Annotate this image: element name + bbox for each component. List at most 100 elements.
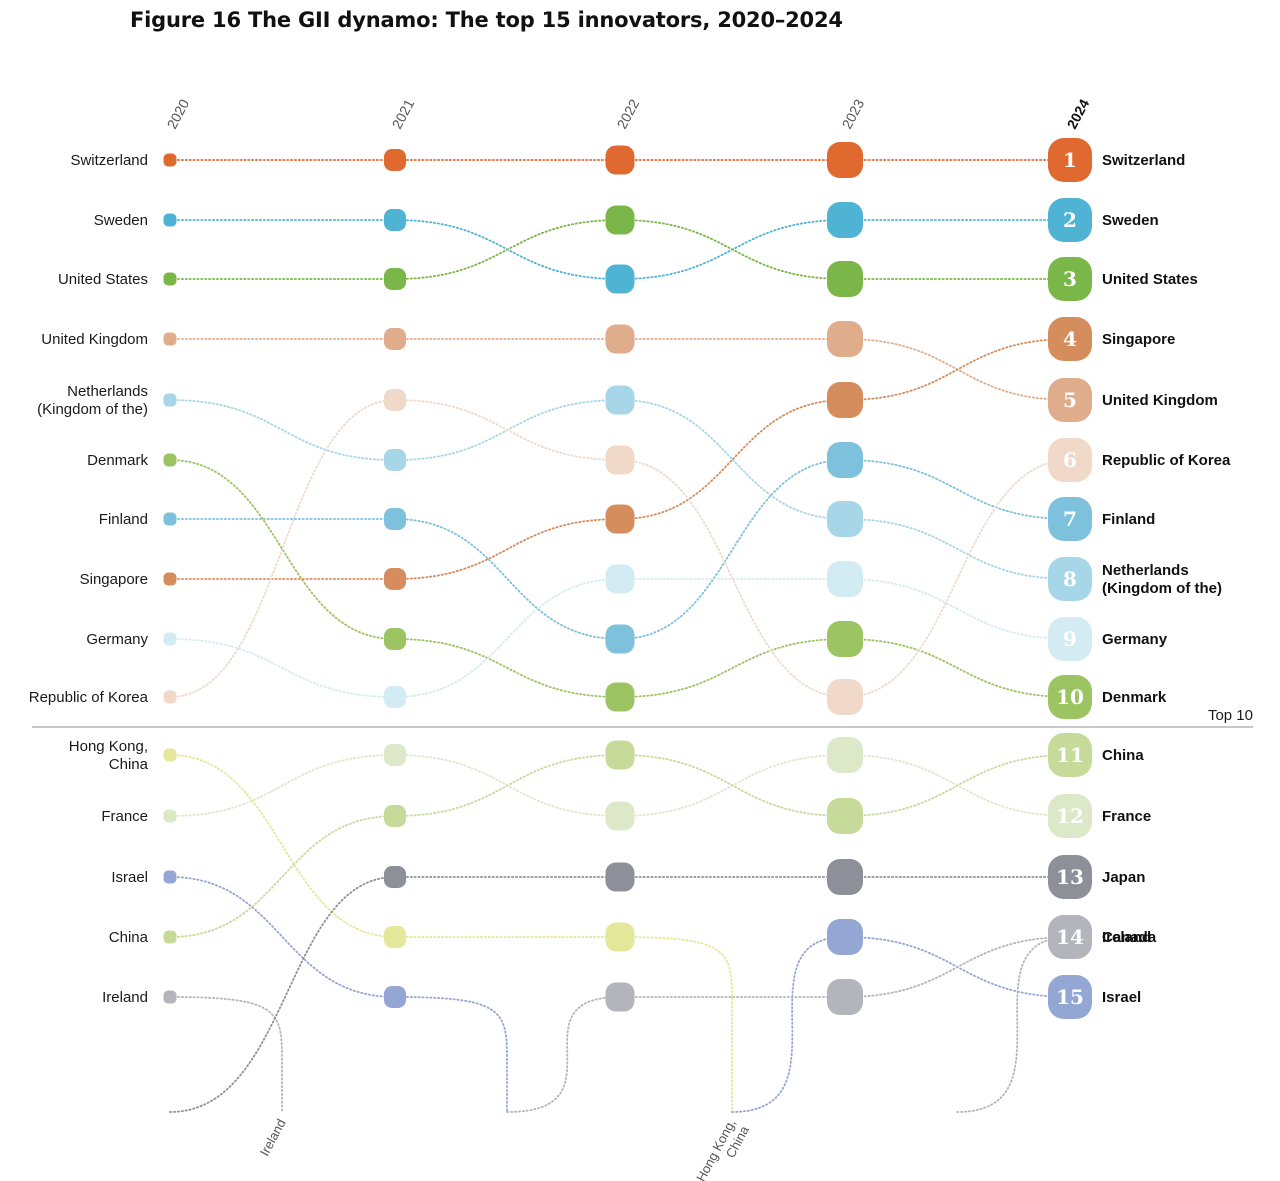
connector-ireland-exit	[169, 996, 283, 1113]
exit-label-hong-kong-china: Hong Kong,China	[693, 1116, 752, 1181]
marker-germany-2023	[827, 561, 863, 597]
connector-finland-2021	[394, 518, 621, 640]
rank-number-13: 13	[1056, 865, 1084, 889]
marker-united-states-2024	[1048, 257, 1092, 301]
marker-netherlands-kingdom-of-the-2021	[384, 449, 406, 471]
connector-china-2022	[619, 754, 846, 817]
connector-denmark-2023	[844, 638, 1071, 698]
connector-netherlands-kingdom-of-the-2023	[844, 518, 1071, 580]
label-2024-china: China	[1102, 747, 1144, 764]
marker-united-states-2023	[827, 261, 863, 297]
connector-republic-of-korea-2020	[169, 399, 396, 698]
label-2020-singapore: Singapore	[80, 571, 148, 588]
rank-number-2: 2	[1063, 208, 1077, 232]
rank-number-11: 11	[1056, 743, 1084, 767]
label-2020-ireland: Ireland	[102, 989, 148, 1006]
year-label-2024: 2024	[1064, 96, 1093, 131]
marker-denmark-2024	[1048, 675, 1092, 719]
marker-japan-2023	[827, 859, 863, 895]
marker-switzerland-2023	[827, 142, 863, 178]
label-2020-sweden: Sweden	[94, 212, 148, 229]
marker-netherlands-kingdom-of-the-2024	[1048, 557, 1092, 601]
exit-label-ireland: Ireland	[257, 1116, 289, 1158]
marker-germany-2022	[605, 564, 635, 594]
connector-singapore-2021	[394, 518, 621, 580]
connector-republic-of-korea-2023	[844, 459, 1071, 698]
marker-germany-2024	[1048, 617, 1092, 661]
marker-united-states-2020	[163, 272, 177, 286]
label-2024-finland: Finland	[1102, 511, 1155, 528]
rank-number-10: 10	[1056, 685, 1084, 709]
marker-france-2021	[384, 744, 406, 766]
marker-singapore-2020	[163, 572, 177, 586]
marker-switzerland-2020	[163, 153, 177, 167]
rank-number-9: 9	[1063, 627, 1077, 651]
chart-title: Figure 16 The GII dynamo: The top 15 inn…	[130, 8, 843, 32]
connector-israel-exit	[394, 996, 508, 1113]
marker-united-states-2022	[605, 205, 635, 235]
label-2020-denmark: Denmark	[87, 452, 148, 469]
marker-switzerland-2021	[384, 149, 406, 171]
connector-finland-2023	[844, 459, 1071, 520]
label-2020-republic-of-korea: Republic of Korea	[29, 689, 149, 706]
label-2024-united-kingdom: United Kingdom	[1102, 392, 1218, 409]
marker-france-2023	[827, 737, 863, 773]
marker-ireland-2020	[163, 990, 177, 1004]
label-2020-netherlands-kingdom-of-the: Netherlands (Kingdom of the)	[37, 383, 148, 418]
marker-canada-2024	[1048, 915, 1092, 959]
connector-denmark-2021	[394, 638, 621, 698]
marker-singapore-2022	[605, 504, 635, 534]
rank-number-6: 6	[1063, 448, 1077, 472]
marker-united-kingdom-2022	[605, 324, 635, 354]
marker-sweden-2020	[163, 213, 177, 227]
rank-number-7: 7	[1063, 507, 1077, 531]
connector-republic-of-korea-2021	[394, 399, 621, 461]
label-2020-switzerland: Switzerland	[70, 152, 148, 169]
marker-sweden-2024	[1048, 198, 1092, 242]
marker-denmark-2020	[163, 453, 177, 467]
rank-number-5: 5	[1063, 388, 1077, 412]
rank-number-15: 15	[1056, 985, 1084, 1009]
marker-japan-2024	[1048, 855, 1092, 899]
marker-china-2021	[384, 805, 406, 827]
marker-singapore-2023	[827, 382, 863, 418]
marker-israel-2023	[827, 919, 863, 955]
marker-united-kingdom-2023	[827, 321, 863, 357]
connector-netherlands-kingdom-of-the-2020	[169, 399, 396, 461]
connector-china-2023	[844, 754, 1071, 817]
marker-switzerland-2022	[605, 145, 635, 175]
marker-israel-2020	[163, 870, 177, 884]
marker-japan-2022	[605, 862, 635, 892]
label-2024-singapore: Singapore	[1102, 331, 1175, 348]
connector-germany-2021	[394, 578, 621, 698]
connector-united-states-2021	[394, 219, 621, 280]
marker-singapore-2024	[1048, 317, 1092, 361]
connector-germany-2020	[169, 638, 396, 698]
marker-netherlands-kingdom-of-the-2020	[163, 393, 177, 407]
marker-finland-2024	[1048, 497, 1092, 541]
label-2024-netherlands-kingdom-of-the: Netherlands (Kingdom of the)	[1102, 562, 1222, 597]
year-label-2020: 2020	[164, 96, 193, 131]
connector-ireland-2023	[844, 936, 1071, 998]
connector-china-2020	[169, 815, 396, 938]
marker-republic-of-korea-2020	[163, 690, 177, 704]
label-2024-sweden: Sweden	[1102, 212, 1159, 229]
marker-republic-of-korea-2022	[605, 445, 635, 475]
marker-france-2020	[163, 809, 177, 823]
connector-united-states-2022	[619, 219, 846, 280]
marker-united-states-2021	[384, 268, 406, 290]
marker-sweden-2023	[827, 202, 863, 238]
chart-labels: Top 10 2020 2021 2022 2023 2024 Switzerland Swi…	[29, 96, 1253, 1181]
label-2024-ireland: Ireland	[1102, 929, 1151, 946]
marker-republic-of-korea-2024	[1048, 438, 1092, 482]
marker-denmark-2021	[384, 628, 406, 650]
label-2020-israel: Israel	[111, 869, 148, 886]
connector-singapore-2023	[844, 338, 1071, 401]
marker-ireland-2022	[605, 982, 635, 1012]
marker-france-2024	[1048, 794, 1092, 838]
connector-japan-entry	[169, 876, 396, 1113]
year-label-2023: 2023	[839, 96, 868, 131]
marker-hong-kong-china-2021	[384, 926, 406, 948]
marker-singapore-2021	[384, 568, 406, 590]
connector-denmark-2020	[169, 459, 396, 640]
